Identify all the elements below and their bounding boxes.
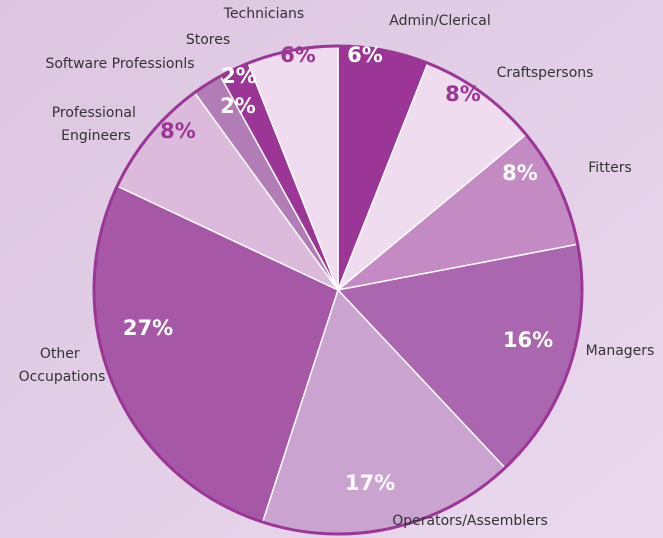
value-label: 8% <box>502 161 538 185</box>
category-label: Professional Engineers <box>52 105 141 144</box>
value-label: 6% <box>347 43 383 67</box>
category-label: Software Professionls <box>45 56 194 72</box>
category-label: Other Occupations <box>19 346 106 385</box>
category-label: Fitters <box>588 160 632 176</box>
category-label: Admin/Clerical <box>389 13 490 29</box>
value-label: 17% <box>345 471 395 495</box>
value-label: 6% <box>280 43 316 67</box>
value-label: 8% <box>160 119 196 143</box>
category-label: Craftspersons <box>497 65 594 81</box>
category-label: Managers <box>586 343 655 359</box>
value-label: 27% <box>123 316 173 340</box>
category-label: Operators/Assemblers <box>392 513 548 529</box>
value-label: 2% <box>220 94 256 118</box>
pie-outline <box>92 44 584 536</box>
value-label: 8% <box>445 82 481 106</box>
value-label: 16% <box>503 328 553 352</box>
value-label: 2% <box>221 64 257 88</box>
category-label: Technicians <box>223 6 304 22</box>
category-label: Stores <box>186 32 230 48</box>
